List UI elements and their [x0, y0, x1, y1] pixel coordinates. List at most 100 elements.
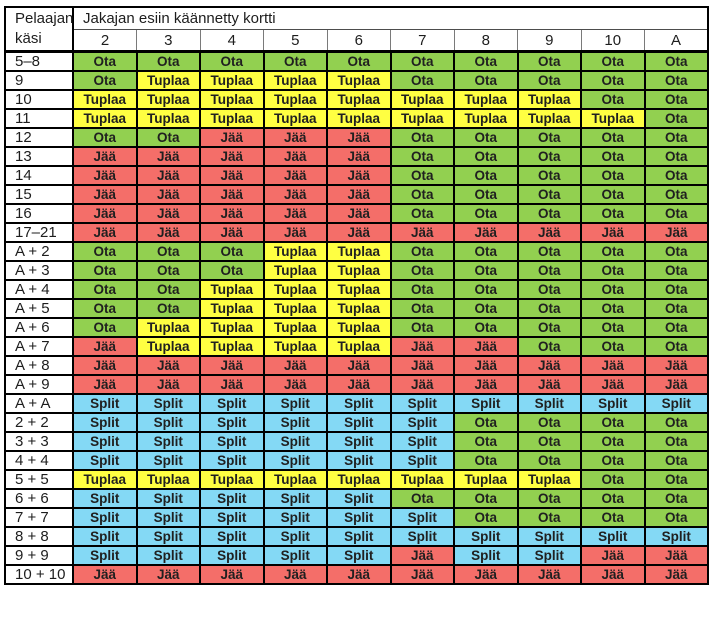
strategy-cell: Ota [580, 203, 646, 224]
strategy-cell: Jää [580, 355, 646, 376]
strategy-cell: Split [135, 431, 201, 452]
row-label: A + 2 [4, 241, 74, 262]
strategy-cell: Jää [516, 355, 582, 376]
strategy-cell: Ota [516, 70, 582, 91]
strategy-cell: Jää [72, 165, 138, 186]
strategy-cell: Jää [135, 184, 201, 205]
strategy-cell: Split [199, 450, 265, 471]
strategy-cell: Tuplaa [199, 279, 265, 300]
strategy-cell: Tuplaa [262, 469, 328, 490]
table-row: 3 + 3 Split Split Split Split Split Split Ota Ot… [4, 431, 710, 452]
strategy-cell: Tuplaa [262, 298, 328, 319]
strategy-cell: Ota [389, 203, 455, 224]
strategy-cell: Jää [199, 127, 265, 148]
strategy-cell: Ota [516, 184, 582, 205]
table-row: A + 7 Jää Tuplaa Tuplaa Tuplaa Tuplaa Jää Jää Ot… [4, 336, 710, 357]
row-label: A + 6 [4, 317, 74, 338]
strategy-cell: Jää [326, 127, 392, 148]
strategy-cell: Tuplaa [326, 317, 392, 338]
strategy-cell: Ota [580, 412, 646, 433]
strategy-cell: Jää [135, 146, 201, 167]
strategy-cell: Jää [199, 184, 265, 205]
strategy-cell: Jää [643, 545, 710, 566]
dealer-card-column: 5 [263, 29, 327, 53]
dealer-card-column: 4 [199, 29, 264, 53]
row-label: A + 8 [4, 355, 74, 376]
strategy-cell: Jää [135, 564, 201, 585]
strategy-cell: Jää [199, 564, 265, 585]
strategy-cell: Tuplaa [199, 89, 265, 110]
table-row: 10 + 10 Jää Jää Jää Jää Jää Jää Jää Jää Jää Jää [4, 564, 710, 585]
strategy-cell: Jää [580, 222, 646, 243]
strategy-cell: Tuplaa [135, 70, 201, 91]
strategy-cell: Ota [389, 488, 455, 509]
row-label: 2 + 2 [4, 412, 74, 433]
strategy-cell: Tuplaa [389, 469, 455, 490]
strategy-cell: Jää [262, 165, 328, 186]
table-row: A + 4 Ota Ota Tuplaa Tuplaa Tuplaa Ota Ota Ota Ot… [4, 279, 710, 300]
table-row: 10 Tuplaa Tuplaa Tuplaa Tuplaa Tuplaa Tuplaa Tu… [4, 89, 710, 110]
strategy-cell: Jää [389, 564, 455, 585]
header-row-top: Pelaajan käsi Jakajan esiin käännetty ko… [5, 7, 709, 53]
strategy-cell: Ota [643, 165, 710, 186]
strategy-cell: Split [135, 545, 201, 566]
strategy-cell: Jää [389, 222, 455, 243]
strategy-cell: Jää [135, 165, 201, 186]
table-row: 9 + 9 Split Split Split Split Split Jää Split Sp… [4, 545, 710, 566]
strategy-cell: Ota [580, 50, 646, 72]
strategy-cell: Jää [199, 146, 265, 167]
strategy-cell: Jää [389, 336, 455, 357]
strategy-cell: Split [453, 393, 519, 414]
strategy-cell: Tuplaa [262, 108, 328, 129]
strategy-cell: Ota [389, 70, 455, 91]
strategy-cell: Split [199, 488, 265, 509]
strategy-cell: Split [389, 450, 455, 471]
row-label: 7 + 7 [4, 507, 74, 528]
strategy-cell: Split [516, 393, 582, 414]
strategy-cell: Split [135, 488, 201, 509]
strategy-cell: Split [389, 431, 455, 452]
strategy-cell: Split [262, 450, 328, 471]
strategy-cell: Ota [580, 431, 646, 452]
strategy-cell: Split [326, 545, 392, 566]
strategy-cell: Ota [453, 70, 519, 91]
strategy-cell: Ota [389, 260, 455, 281]
strategy-cell: Jää [326, 184, 392, 205]
strategy-cell: Split [262, 431, 328, 452]
strategy-cell: Ota [389, 165, 455, 186]
strategy-cell: Split [135, 507, 201, 528]
strategy-cell: Ota [643, 298, 710, 319]
strategy-cell: Split [453, 545, 519, 566]
strategy-cell: Ota [580, 317, 646, 338]
strategy-cell: Tuplaa [389, 108, 455, 129]
strategy-cell: Jää [453, 222, 519, 243]
strategy-cell: Ota [72, 50, 138, 72]
table-row: A + 9 Jää Jää Jää Jää Jää Jää Jää Jää Jää Jää [4, 374, 710, 395]
strategy-cell: Ota [643, 108, 710, 129]
table-row: A + 5 Ota Ota Tuplaa Tuplaa Tuplaa Ota Ota Ota Ot… [4, 298, 710, 319]
strategy-cell: Ota [643, 241, 710, 262]
strategy-cell: Tuplaa [326, 469, 392, 490]
table-row: 7 + 7 Split Split Split Split Split Split Ota Ot… [4, 507, 710, 528]
table-row: 11 Tuplaa Tuplaa Tuplaa Tuplaa Tuplaa Tuplaa Tu… [4, 108, 710, 129]
row-label: A + 3 [4, 260, 74, 281]
strategy-cell: Jää [199, 355, 265, 376]
strategy-cell: Ota [135, 279, 201, 300]
strategy-cell: Ota [516, 317, 582, 338]
strategy-cell: Tuplaa [262, 241, 328, 262]
strategy-cell: Tuplaa [326, 336, 392, 357]
strategy-cell: Split [580, 526, 646, 547]
table-row: A + 3 Ota Ota Ota Tuplaa Tuplaa Ota Ota Ota Ota Ot… [4, 260, 710, 281]
strategy-cell: Ota [453, 317, 519, 338]
row-label: 14 [4, 165, 74, 186]
strategy-cell: Tuplaa [72, 469, 138, 490]
strategy-cell: Ota [453, 184, 519, 205]
dealer-card-column: 6 [326, 29, 391, 53]
strategy-cell: Split [516, 526, 582, 547]
row-label: A + 9 [4, 374, 74, 395]
strategy-cell: Ota [453, 241, 519, 262]
strategy-cell: Jää [262, 127, 328, 148]
strategy-cell: Ota [643, 317, 710, 338]
strategy-cell: Tuplaa [135, 469, 201, 490]
strategy-cell: Ota [580, 488, 646, 509]
